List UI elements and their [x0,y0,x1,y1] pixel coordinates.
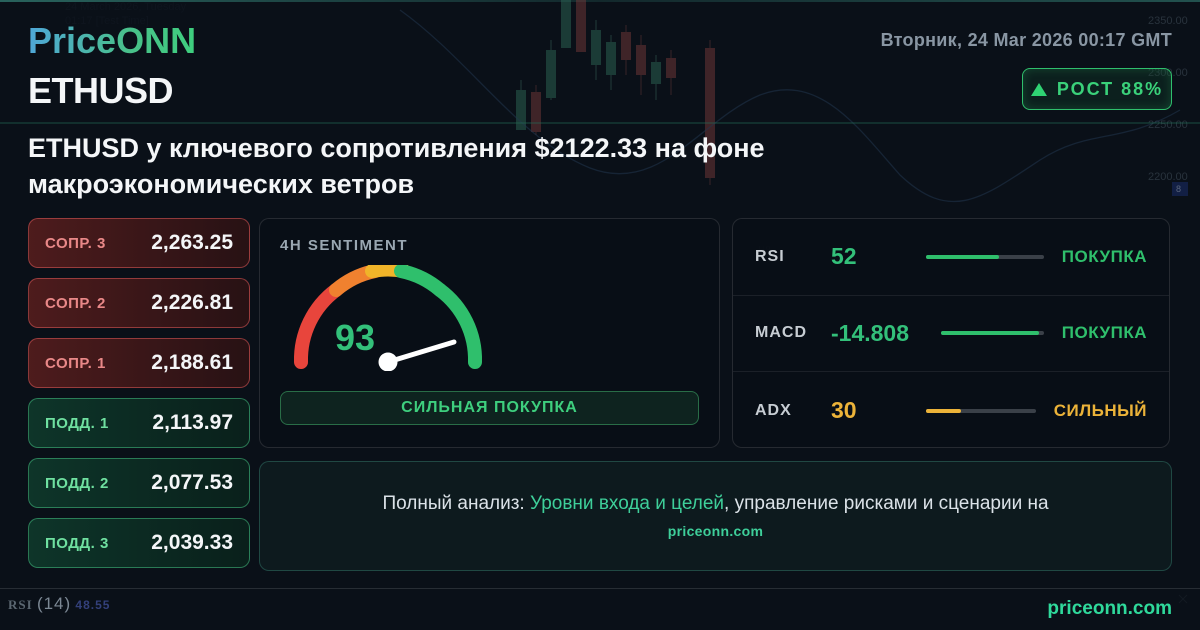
svg-text:2350.00: 2350.00 [1148,15,1188,27]
svg-text:2250.00: 2250.00 [1148,119,1188,131]
svg-text:2200.00: 2200.00 [1148,171,1188,183]
svg-text:8: 8 [1176,184,1181,194]
svg-text:24 March 2026, Tuesday: 24 March 2026, Tuesday [65,1,187,13]
